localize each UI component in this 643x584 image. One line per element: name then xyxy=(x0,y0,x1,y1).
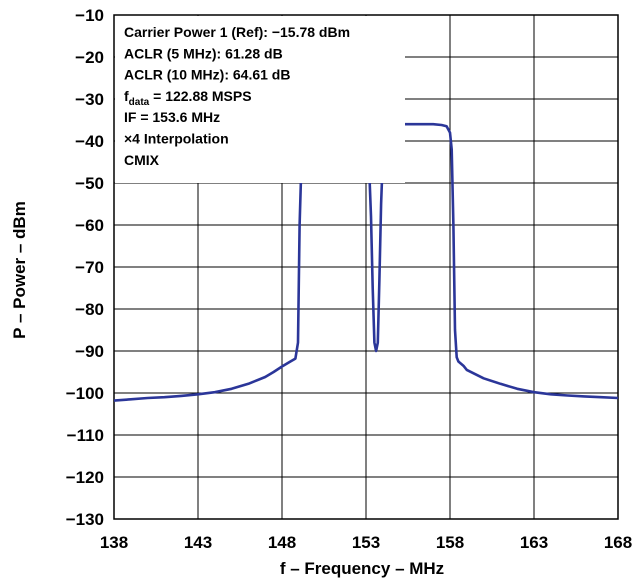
annotation-line: fdata = 122.88 MSPS xyxy=(124,88,252,108)
annotation-background xyxy=(115,16,405,183)
x-tick-label: 143 xyxy=(184,533,212,552)
annotation-line: Carrier Power 1 (Ref): −15.78 dBm xyxy=(124,24,350,40)
x-tick-label: 153 xyxy=(352,533,380,552)
plot-area xyxy=(113,122,619,402)
y-tick-label: −40 xyxy=(75,132,104,151)
y-tick-label: −70 xyxy=(75,258,104,277)
y-tick-label: −80 xyxy=(75,300,104,319)
y-tick-label: −20 xyxy=(75,48,104,67)
y-tick-label: −10 xyxy=(75,6,104,25)
x-tick-label: 163 xyxy=(520,533,548,552)
y-tick-label: −90 xyxy=(75,342,104,361)
tick-labels: 138 143 148 153 158 163 168 −10 −20 −30 −40 −50 −60 −… xyxy=(66,6,632,552)
x-tick-label: 158 xyxy=(436,533,464,552)
annotation-line: IF = 153.6 MHz xyxy=(124,109,220,125)
x-tick-label: 138 xyxy=(100,533,128,552)
spectrum-trace xyxy=(113,122,619,402)
y-tick-label: −130 xyxy=(66,510,104,529)
y-tick-label: −100 xyxy=(66,384,104,403)
x-axis-title: f – Frequency – MHz xyxy=(280,559,444,578)
annotation-box: Carrier Power 1 (Ref): −15.78 dBm ACLR (5… xyxy=(115,16,405,183)
y-tick-label: −60 xyxy=(75,216,104,235)
x-tick-label: 148 xyxy=(268,533,296,552)
annotation-line: ×4 Interpolation xyxy=(124,131,229,147)
y-tick-label: −30 xyxy=(75,90,104,109)
y-tick-label: −110 xyxy=(67,426,104,445)
y-tick-label: −120 xyxy=(66,468,104,487)
annotation-line: CMIX xyxy=(124,152,160,168)
annotation-line: ACLR (10 MHz): 64.61 dB xyxy=(124,67,290,83)
y-tick-label: −50 xyxy=(75,174,104,193)
annotation-line: ACLR (5 MHz): 61.28 dB xyxy=(124,45,283,61)
y-axis-title: P – Power – dBm xyxy=(10,201,29,339)
x-tick-label: 168 xyxy=(604,533,632,552)
plot-frame xyxy=(113,14,619,520)
